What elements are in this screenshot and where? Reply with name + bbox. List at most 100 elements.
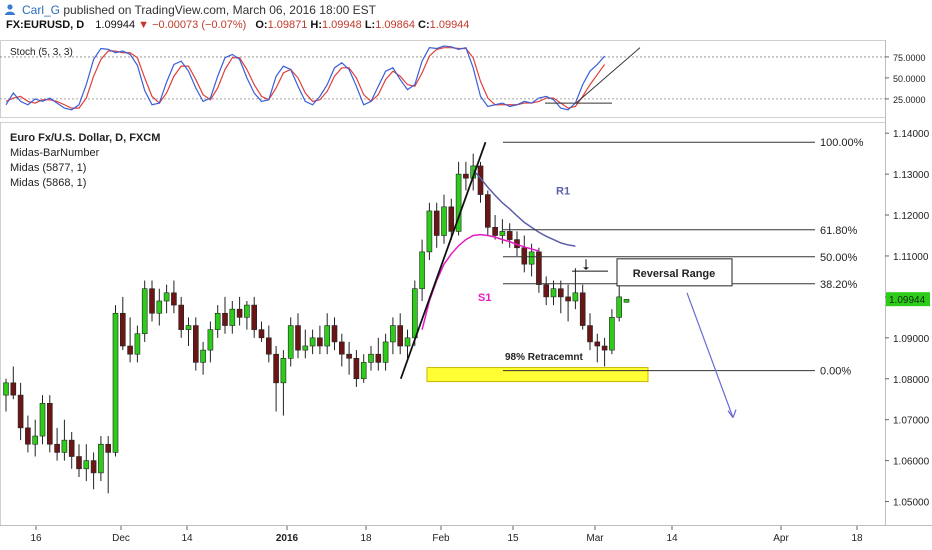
candle [178, 304, 184, 330]
user-avatar-icon [5, 4, 15, 15]
open-label: O: [255, 19, 268, 31]
symbol-header: FX:EURUSD, D 1.09944 ▼ −0.00073 (−0.07%)… [6, 19, 469, 31]
high-value: 1.09948 [322, 19, 362, 31]
fib-level-label: 38.20% [820, 279, 858, 291]
candle [120, 312, 126, 347]
low-label: L: [364, 19, 376, 31]
annotation-layer: 100.00% 61.80% 50.00% 38.20% 0.00% Reversal R… [10, 132, 864, 418]
candle [353, 357, 360, 380]
candle [368, 353, 374, 363]
legend-entry: Midas-BarNumber [10, 147, 100, 159]
last-price: 1.09944 [95, 19, 136, 31]
candle [521, 247, 528, 265]
candle [338, 341, 345, 355]
price-tick-label: 1.07000 [893, 416, 930, 427]
candle [397, 325, 404, 347]
candle [61, 439, 68, 453]
candle [441, 206, 447, 236]
midas-r1-line [472, 169, 576, 247]
stoch-tick-label: 25.0000 [893, 95, 926, 105]
price-tick-label: 1.06000 [893, 457, 930, 468]
candle [141, 288, 148, 335]
candle [543, 284, 550, 298]
candle [499, 231, 506, 236]
candle [83, 460, 90, 470]
candle [492, 227, 498, 236]
author-name[interactable]: Carl_G [22, 3, 61, 17]
candle [17, 394, 24, 429]
price-change: −0.00073 (−0.07%) [152, 19, 247, 31]
candle [302, 345, 309, 351]
candle [331, 325, 338, 343]
price-tick-label: 1.14000 [893, 129, 930, 140]
candle [579, 292, 586, 326]
candle [572, 292, 579, 302]
projection-arrow [686, 292, 734, 418]
retracement-label: 98% Retracemnt [505, 352, 583, 363]
candle [609, 317, 615, 351]
candle [171, 292, 177, 306]
candle [10, 382, 17, 396]
candle [324, 325, 331, 347]
candle [601, 345, 608, 351]
candle [273, 353, 279, 384]
candle [419, 251, 425, 290]
candle [455, 173, 462, 232]
stoch-panel [0, 40, 886, 118]
x-tick-label: 2016 [276, 533, 299, 544]
publish-header: Carl_G published on TradingView.com, Mar… [6, 3, 376, 17]
candle [280, 357, 287, 384]
price-tick-label: 1.12000 [893, 211, 930, 222]
candle [156, 300, 163, 314]
candle [185, 325, 192, 330]
high-label: H: [310, 19, 322, 31]
candle [557, 288, 564, 298]
candle [411, 288, 418, 339]
x-tick-label: Feb [432, 533, 450, 544]
candle [214, 312, 221, 330]
low-value: 1.09864 [375, 19, 415, 31]
price-tick-label: 1.11000 [893, 252, 929, 263]
candle [623, 299, 630, 303]
candle [287, 325, 294, 359]
x-tick-label: 14 [666, 533, 678, 544]
candle [98, 443, 104, 474]
candle [506, 231, 513, 240]
fib-level-label: 50.00% [820, 252, 858, 264]
candle [550, 288, 557, 298]
candle [149, 288, 155, 314]
candle [295, 325, 301, 351]
current-price-badge [886, 292, 930, 307]
open-value: 1.09871 [267, 19, 308, 31]
stoch-layer: 75.0000 50.0000 25.0000 Stoch (5, 3, 3) [0, 45, 926, 111]
legend-entry: Midas (5877, 1) [10, 162, 86, 174]
reversal-range-box [616, 258, 733, 287]
midas-s1-line [421, 233, 540, 330]
candle [54, 443, 60, 453]
down-arrow-head-icon [583, 267, 589, 270]
candle [426, 210, 433, 253]
candle [375, 353, 382, 363]
close-label: C: [418, 19, 430, 31]
candle [463, 173, 469, 179]
candle [317, 337, 323, 347]
fib-level-label: 100.00% [820, 137, 864, 149]
candle [193, 325, 199, 363]
stoch-title: Stoch (5, 3, 3) [10, 47, 73, 58]
current-price-label: 1.09944 [889, 295, 926, 306]
reversal-range-label: Reversal Range [633, 268, 716, 280]
price-tick-label: 1.13000 [893, 170, 930, 181]
fib-level-label: 0.00% [820, 366, 851, 378]
candle [76, 456, 82, 470]
x-tick-label: 18 [851, 533, 863, 544]
candle [90, 460, 97, 474]
trend-line [399, 141, 487, 380]
price-panel [0, 122, 886, 526]
candle [200, 349, 206, 363]
x-tick-label: 15 [507, 533, 519, 544]
candle [360, 362, 367, 380]
candle [528, 251, 535, 265]
candle [536, 251, 542, 285]
candle [236, 308, 243, 318]
candle [251, 304, 257, 330]
